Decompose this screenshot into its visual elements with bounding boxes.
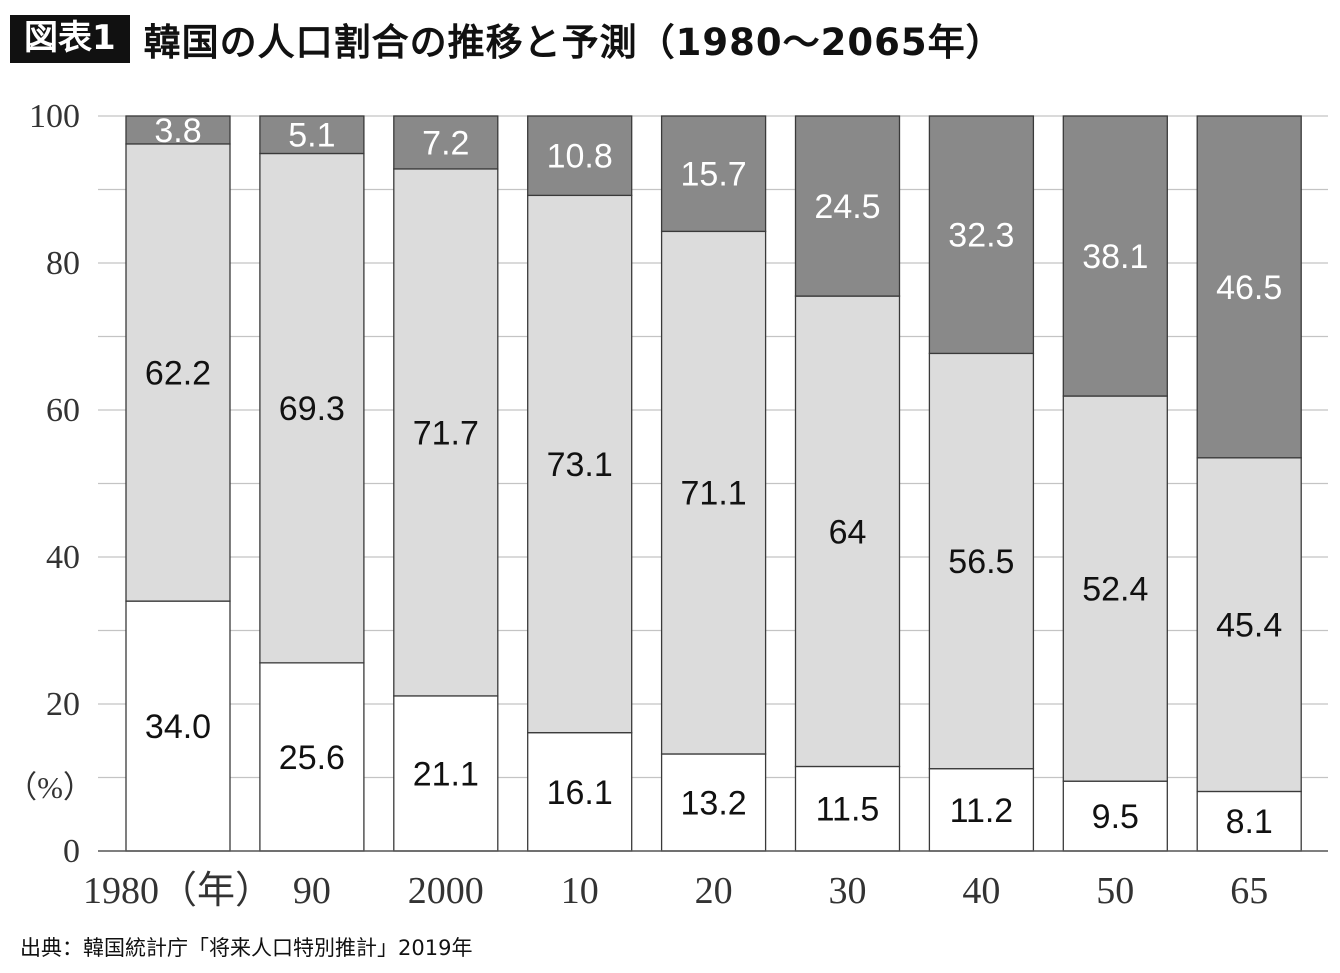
bar-segment — [1196, 790, 1302, 852]
data-label: 46.5 — [1216, 269, 1282, 307]
bar-segment — [125, 143, 231, 602]
bar-segment — [259, 115, 365, 155]
data-label: 62.2 — [145, 355, 211, 393]
data-label: 38.1 — [1082, 238, 1148, 276]
bar-segment — [259, 152, 365, 664]
data-label: 3.8 — [154, 112, 201, 150]
bar-segment — [527, 732, 633, 852]
bar-segment — [794, 295, 901, 768]
bar-segment — [660, 115, 767, 233]
bar-segment — [928, 352, 1035, 770]
data-label: 10.8 — [547, 138, 613, 176]
data-label: 11.5 — [816, 791, 880, 829]
bar-segment — [527, 194, 633, 734]
source-note: 出典：韓国統計庁「将来人口特別推計」2019年 — [20, 936, 473, 960]
data-label: 13.2 — [681, 784, 747, 822]
data-label: 5.1 — [288, 117, 335, 155]
x-tick-label: 20 — [695, 870, 733, 912]
bar-segment — [393, 168, 499, 697]
x-tick-label: 50 — [1096, 870, 1134, 912]
data-label: 71.7 — [413, 414, 479, 452]
bar-segment — [1062, 395, 1168, 782]
bar-segment — [660, 753, 767, 852]
x-tick-label: 40 — [962, 870, 1000, 912]
bar-segment — [393, 115, 499, 170]
data-label: 15.7 — [681, 156, 747, 194]
data-label: 9.5 — [1092, 798, 1139, 836]
data-label: 21.1 — [413, 755, 479, 793]
y-tick-label: 20 — [46, 686, 80, 723]
chart-header: 図表1 韓国の人口割合の推移と予測（1980〜2065年） — [10, 8, 1004, 70]
data-label: 11.2 — [950, 792, 1014, 830]
y-tick-label: 60 — [46, 392, 80, 429]
bar-segment — [1062, 115, 1168, 397]
data-label: 34.0 — [145, 708, 211, 746]
data-label: 52.4 — [1082, 571, 1148, 609]
data-label: 64 — [829, 513, 867, 551]
data-label: 25.6 — [279, 739, 345, 777]
bar-segment — [125, 115, 231, 145]
bar-segment — [928, 115, 1035, 355]
x-tick-label: 2000 — [408, 870, 484, 912]
data-label: 16.1 — [547, 774, 613, 812]
data-label: 7.2 — [422, 124, 469, 162]
bar-segment — [794, 765, 901, 852]
x-tick-label: 1980（年） — [83, 870, 273, 912]
bar-segment — [928, 768, 1035, 852]
bar-segment — [259, 662, 365, 852]
data-label: 8.1 — [1226, 803, 1273, 841]
y-tick-label: 100 — [29, 98, 80, 135]
data-label: 32.3 — [948, 217, 1014, 255]
data-label: 73.1 — [547, 446, 613, 484]
bar-segment — [1062, 780, 1168, 852]
y-tick-label: 80 — [46, 245, 80, 282]
figure-badge: 図表1 — [10, 15, 130, 63]
data-label: 71.1 — [681, 475, 747, 513]
bar-segment — [1196, 115, 1302, 459]
bar-segment — [794, 115, 901, 297]
bar-segment — [527, 115, 633, 197]
bar-segment — [1196, 457, 1302, 793]
data-label: 56.5 — [948, 543, 1014, 581]
bar-segment — [660, 230, 767, 755]
data-label: 69.3 — [279, 390, 345, 428]
y-tick-label: 40 — [46, 539, 80, 576]
x-tick-label: 10 — [561, 870, 599, 912]
x-tick-label: 90 — [293, 870, 331, 912]
bar-segment — [393, 695, 499, 852]
x-tick-label: 65 — [1230, 870, 1268, 912]
chart-title: 韓国の人口割合の推移と予測（1980〜2065年） — [143, 21, 1004, 64]
x-tick-label: 30 — [829, 870, 867, 912]
y-unit-label: （%） — [6, 770, 94, 805]
data-label: 45.4 — [1216, 607, 1282, 645]
y-tick-label: 0 — [63, 833, 80, 870]
data-label: 24.5 — [814, 188, 880, 226]
